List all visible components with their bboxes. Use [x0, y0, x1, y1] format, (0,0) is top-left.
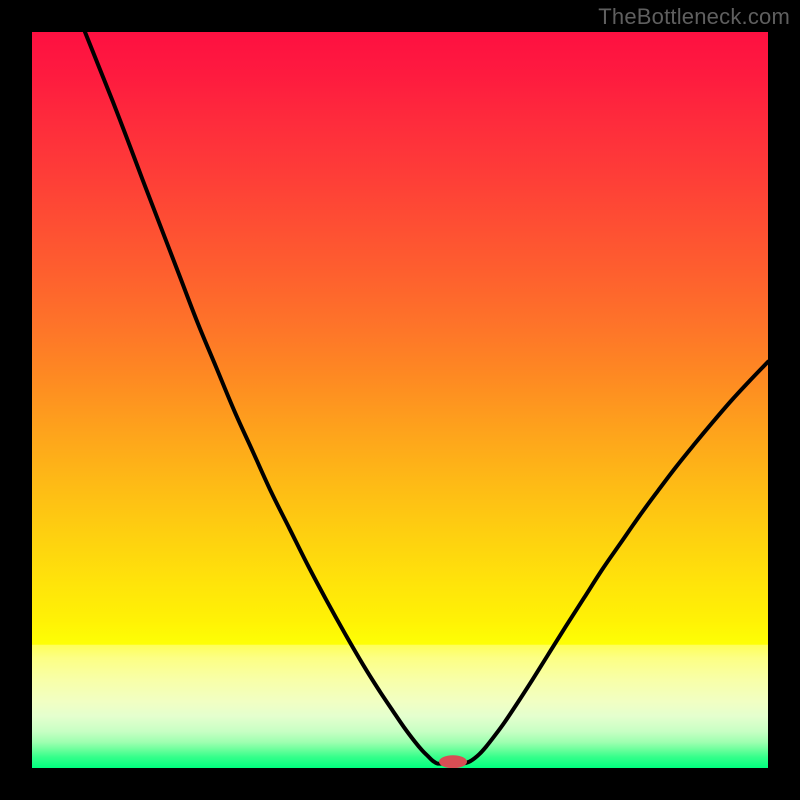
chart-container: TheBottleneck.com: [0, 0, 800, 800]
optimal-point-marker: [439, 755, 467, 768]
bottleneck-chart: [0, 0, 800, 800]
plot-background: [32, 32, 768, 768]
